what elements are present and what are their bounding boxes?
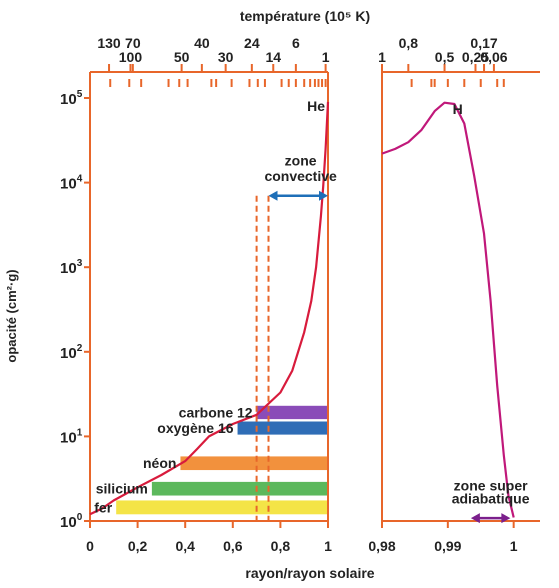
top-tick-label: 1	[378, 49, 386, 65]
annotation-label: adiabatique	[452, 491, 530, 507]
annotation-label: H	[453, 101, 463, 117]
axes	[84, 64, 540, 528]
y-tick-label: 102	[60, 343, 83, 362]
left-arrow-head-left	[268, 190, 278, 201]
annotation-label: convective	[264, 168, 337, 184]
annotation-label: zone super	[454, 477, 528, 493]
y-tick-exponent: 2	[77, 343, 83, 354]
band-carbone-12	[256, 405, 328, 420]
band-oxyg-ne-16	[237, 421, 328, 435]
x-tick-label: 1	[324, 538, 332, 554]
x-tick-label: 0,99	[434, 538, 461, 554]
band-n-on	[180, 456, 328, 471]
band-label: silicium	[96, 481, 148, 497]
y-axis-title: opacité (cm²·g)	[4, 269, 19, 362]
top-tick-label: 70	[125, 35, 141, 51]
y-tick-base: 10	[60, 429, 77, 446]
top-tick-label: 24	[244, 35, 260, 51]
y-tick-label: 104	[60, 174, 83, 193]
x-tick-label: 0	[86, 538, 94, 554]
annotation-label: zone	[285, 152, 317, 168]
band-label: néon	[143, 455, 176, 471]
top-tick-label: 0,8	[399, 35, 419, 51]
y-tick-exponent: 4	[77, 174, 83, 185]
x-tick-label: 0,2	[128, 538, 148, 554]
y-tick-exponent: 5	[77, 89, 83, 100]
left-arrow-head-right	[319, 190, 328, 201]
y-tick-label: 105	[60, 89, 83, 108]
annotation-label: He	[307, 98, 325, 114]
top-tick-label: 50	[174, 49, 190, 65]
y-tick-base: 10	[60, 514, 77, 531]
y-tick-base: 10	[60, 260, 77, 277]
band-label: fer	[94, 499, 112, 515]
top-tick-label: 6	[292, 35, 300, 51]
y-tick-exponent: 0	[77, 512, 83, 523]
element-bands	[116, 405, 329, 515]
opacity-curves	[89, 101, 515, 518]
top-tick-label: 40	[194, 35, 210, 51]
x-tick-label: 0,8	[271, 538, 291, 554]
x-tick-label: 0,6	[223, 538, 243, 554]
x-tick-label: 0,4	[175, 538, 195, 554]
top-tick-label: 30	[218, 49, 234, 65]
y-tick-base: 10	[60, 91, 77, 108]
dashed-guides	[255, 195, 270, 521]
top-tick-label: 0,5	[435, 49, 455, 65]
top-tick-label: 100	[119, 49, 143, 65]
zone-arrows	[268, 190, 511, 524]
band-silicium	[151, 481, 328, 496]
x-tick-label: 0,98	[368, 538, 395, 554]
band-fer	[116, 500, 329, 515]
y-tick-base: 10	[60, 176, 77, 193]
top-tick-label: 130	[97, 35, 121, 51]
left-opacity-curve	[89, 101, 330, 516]
top-tick-label: 1	[322, 49, 330, 65]
band-label: oxygène 16	[157, 420, 233, 436]
right-opacity-curve	[381, 101, 515, 518]
y-tick-label: 101	[60, 427, 83, 446]
y-tick-label: 100	[60, 512, 83, 531]
y-tick-exponent: 3	[77, 258, 83, 269]
top-tick-label: 14	[265, 49, 281, 65]
y-tick-base: 10	[60, 345, 77, 362]
top-tick-label: 0,17	[470, 35, 497, 51]
right-arrow-head-right	[501, 513, 511, 524]
top-tick-label: 0,25	[462, 49, 489, 65]
right-arrow-head-left	[470, 513, 480, 524]
band-label: carbone 12	[179, 404, 253, 420]
y-tick-label: 103	[60, 258, 83, 277]
top-axis-title: température (10⁵ K)	[240, 8, 370, 24]
y-tick-exponent: 1	[77, 427, 83, 438]
top-tick-label: 0,06	[480, 49, 507, 65]
x-tick-label: 1	[510, 538, 518, 554]
x-axis-title: rayon/rayon solaire	[245, 565, 374, 581]
